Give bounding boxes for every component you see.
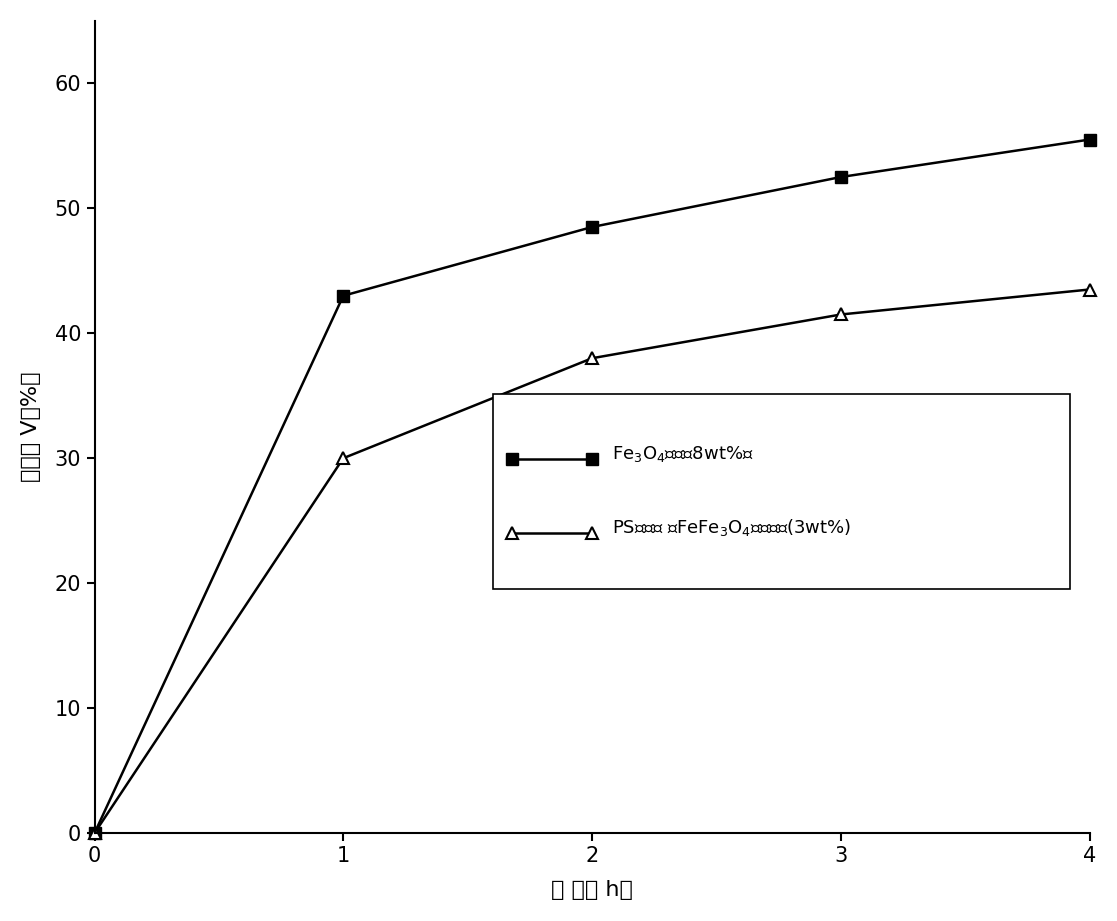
Bar — [493, 394, 1070, 589]
Y-axis label: 沉降率 V（%）: 沉降率 V（%） — [21, 372, 41, 483]
X-axis label: 时 间（ h）: 时 间（ h） — [551, 880, 633, 900]
Text: PS微球包 覆FeFe$_3$O$_4$复合微粒(3wt%): PS微球包 覆FeFe$_3$O$_4$复合微粒(3wt%) — [612, 517, 851, 538]
Text: Fe$_3$O$_4$微粒（8wt%）: Fe$_3$O$_4$微粒（8wt%） — [612, 445, 754, 464]
